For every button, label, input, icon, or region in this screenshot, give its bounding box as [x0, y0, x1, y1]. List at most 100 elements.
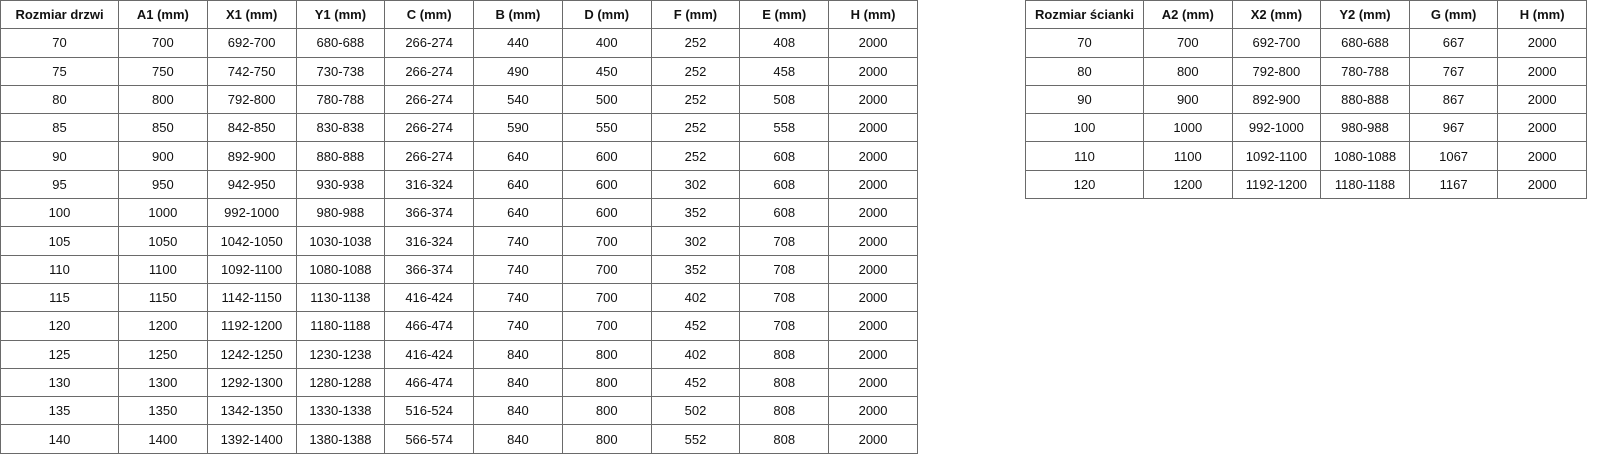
- table-cell: 1192-1200: [206, 311, 297, 341]
- table-cell: 110: [1025, 141, 1144, 171]
- table-cell: 458: [739, 56, 830, 86]
- table-row: 140 1400 1392-1400 1380-1388 566-574 840 800 55…: [0, 424, 918, 454]
- table-cell: 1092-1100: [1231, 141, 1322, 171]
- table-cell: 700: [1143, 28, 1233, 58]
- table-cell: 1180-1188: [1320, 169, 1410, 200]
- table-cell: 1342-1350: [206, 396, 297, 426]
- column-header: Y2 (mm): [1320, 0, 1410, 30]
- table-cell: 767: [1408, 56, 1499, 86]
- table-cell: 808: [739, 367, 830, 398]
- table-cell: 115: [0, 282, 119, 313]
- table-cell: 780-788: [295, 84, 386, 115]
- table-cell: 842-850: [206, 113, 297, 143]
- table-cell: 830-838: [295, 113, 386, 143]
- table-row: 130 1300 1292-1300 1280-1288 466-474 840 800 45…: [0, 367, 918, 398]
- column-header: X2 (mm): [1231, 0, 1322, 30]
- table-cell: 266-274: [384, 28, 475, 58]
- table-cell: 252: [650, 28, 741, 58]
- table-cell: 2000: [1497, 113, 1587, 143]
- table-cell: 2000: [828, 424, 918, 454]
- table-cell: 75: [0, 56, 119, 86]
- table-cell: 316-324: [384, 226, 475, 256]
- table-cell: 85: [0, 113, 119, 143]
- table-cell: 408: [739, 28, 830, 58]
- table-cell: 2000: [1497, 141, 1587, 171]
- table-cell: 840: [473, 396, 563, 426]
- table-cell: 867: [1408, 84, 1499, 115]
- table-row: 85 850 842-850 830-838 266-274 590 550 252 558 20…: [0, 113, 918, 143]
- column-header: F (mm): [650, 0, 741, 30]
- table-cell: 2000: [828, 226, 918, 256]
- table-cell: 352: [650, 198, 741, 228]
- table-cell: 1050: [118, 226, 208, 256]
- column-header: X1 (mm): [206, 0, 297, 30]
- table-cell: 90: [0, 141, 119, 171]
- table-cell: 1150: [118, 282, 208, 313]
- table-cell: 1200: [1143, 169, 1233, 200]
- wall-dimensions-table: Rozmiar ścianki A2 (mm) X2 (mm) Y2 (mm) G (m…: [1025, 0, 1587, 200]
- table-cell: 640: [473, 198, 563, 228]
- table-cell: 808: [739, 424, 830, 454]
- table-cell: 792-800: [206, 84, 297, 115]
- table-cell: 80: [1025, 56, 1144, 86]
- table-cell: 1400: [118, 424, 208, 454]
- table-row: 90 900 892-900 880-888 266-274 640 600 252 608 20…: [0, 141, 918, 171]
- table-cell: 800: [561, 396, 652, 426]
- table-cell: 980-988: [1320, 113, 1410, 143]
- table-cell: 540: [473, 84, 563, 115]
- table-row: 100 1000 992-1000 980-988 366-374 640 600 352 60…: [0, 198, 918, 228]
- table-cell: 1142-1150: [206, 282, 297, 313]
- column-header: H (mm): [1497, 0, 1587, 30]
- table-cell: 700: [561, 226, 652, 256]
- door-dimensions-table: Rozmiar drzwi A1 (mm) X1 (mm) Y1 (mm) C (mm)…: [0, 0, 918, 454]
- table-cell: 500: [561, 84, 652, 115]
- table-cell: 402: [650, 339, 741, 369]
- table-cell: 880-888: [1320, 84, 1410, 115]
- table-cell: 2000: [828, 198, 918, 228]
- table-cell: 402: [650, 282, 741, 313]
- table-cell: 552: [650, 424, 741, 454]
- table-cell: 516-524: [384, 396, 475, 426]
- table-cell: 502: [650, 396, 741, 426]
- column-header: A1 (mm): [118, 0, 208, 30]
- table-cell: 708: [739, 311, 830, 341]
- table-cell: 740: [473, 254, 563, 284]
- table-cell: 252: [650, 84, 741, 115]
- table-cell: 840: [473, 424, 563, 454]
- table-cell: 608: [739, 169, 830, 200]
- column-header: Rozmiar ścianki: [1025, 0, 1144, 30]
- table-cell: 1242-1250: [206, 339, 297, 369]
- table-cell: 416-424: [384, 339, 475, 369]
- table-row: 95 950 942-950 930-938 316-324 640 600 302 608 20…: [0, 169, 918, 200]
- table-cell: 590: [473, 113, 563, 143]
- table-cell: 252: [650, 141, 741, 171]
- column-header: H (mm): [828, 0, 918, 30]
- table-cell: 130: [0, 367, 119, 398]
- table-cell: 892-900: [1231, 84, 1322, 115]
- table-cell: 700: [561, 254, 652, 284]
- table-cell: 800: [118, 84, 208, 115]
- table-cell: 2000: [828, 282, 918, 313]
- table-cell: 740: [473, 226, 563, 256]
- column-header: D (mm): [561, 0, 652, 30]
- table-cell: 316-324: [384, 169, 475, 200]
- table-cell: 2000: [828, 367, 918, 398]
- table-cell: 992-1000: [1231, 113, 1322, 143]
- table-row: 120 1200 1192-1200 1180-1188 1167 2000: [1025, 169, 1587, 200]
- table-cell: 1300: [118, 367, 208, 398]
- table-cell: 1080-1088: [1320, 141, 1410, 171]
- table-cell: 808: [739, 396, 830, 426]
- table-cell: 352: [650, 254, 741, 284]
- table-row: 120 1200 1192-1200 1180-1188 466-474 740 700 45…: [0, 311, 918, 341]
- table-cell: 700: [561, 282, 652, 313]
- table-cell: 110: [0, 254, 119, 284]
- table-cell: 105: [0, 226, 119, 256]
- table-cell: 135: [0, 396, 119, 426]
- table-cell: 708: [739, 282, 830, 313]
- table-cell: 2000: [828, 339, 918, 369]
- table-cell: 120: [0, 311, 119, 341]
- table-cell: 440: [473, 28, 563, 58]
- table-cell: 2000: [828, 113, 918, 143]
- table-row: 80 800 792-800 780-788 266-274 540 500 252 508 20…: [0, 84, 918, 115]
- table-cell: 1230-1238: [295, 339, 386, 369]
